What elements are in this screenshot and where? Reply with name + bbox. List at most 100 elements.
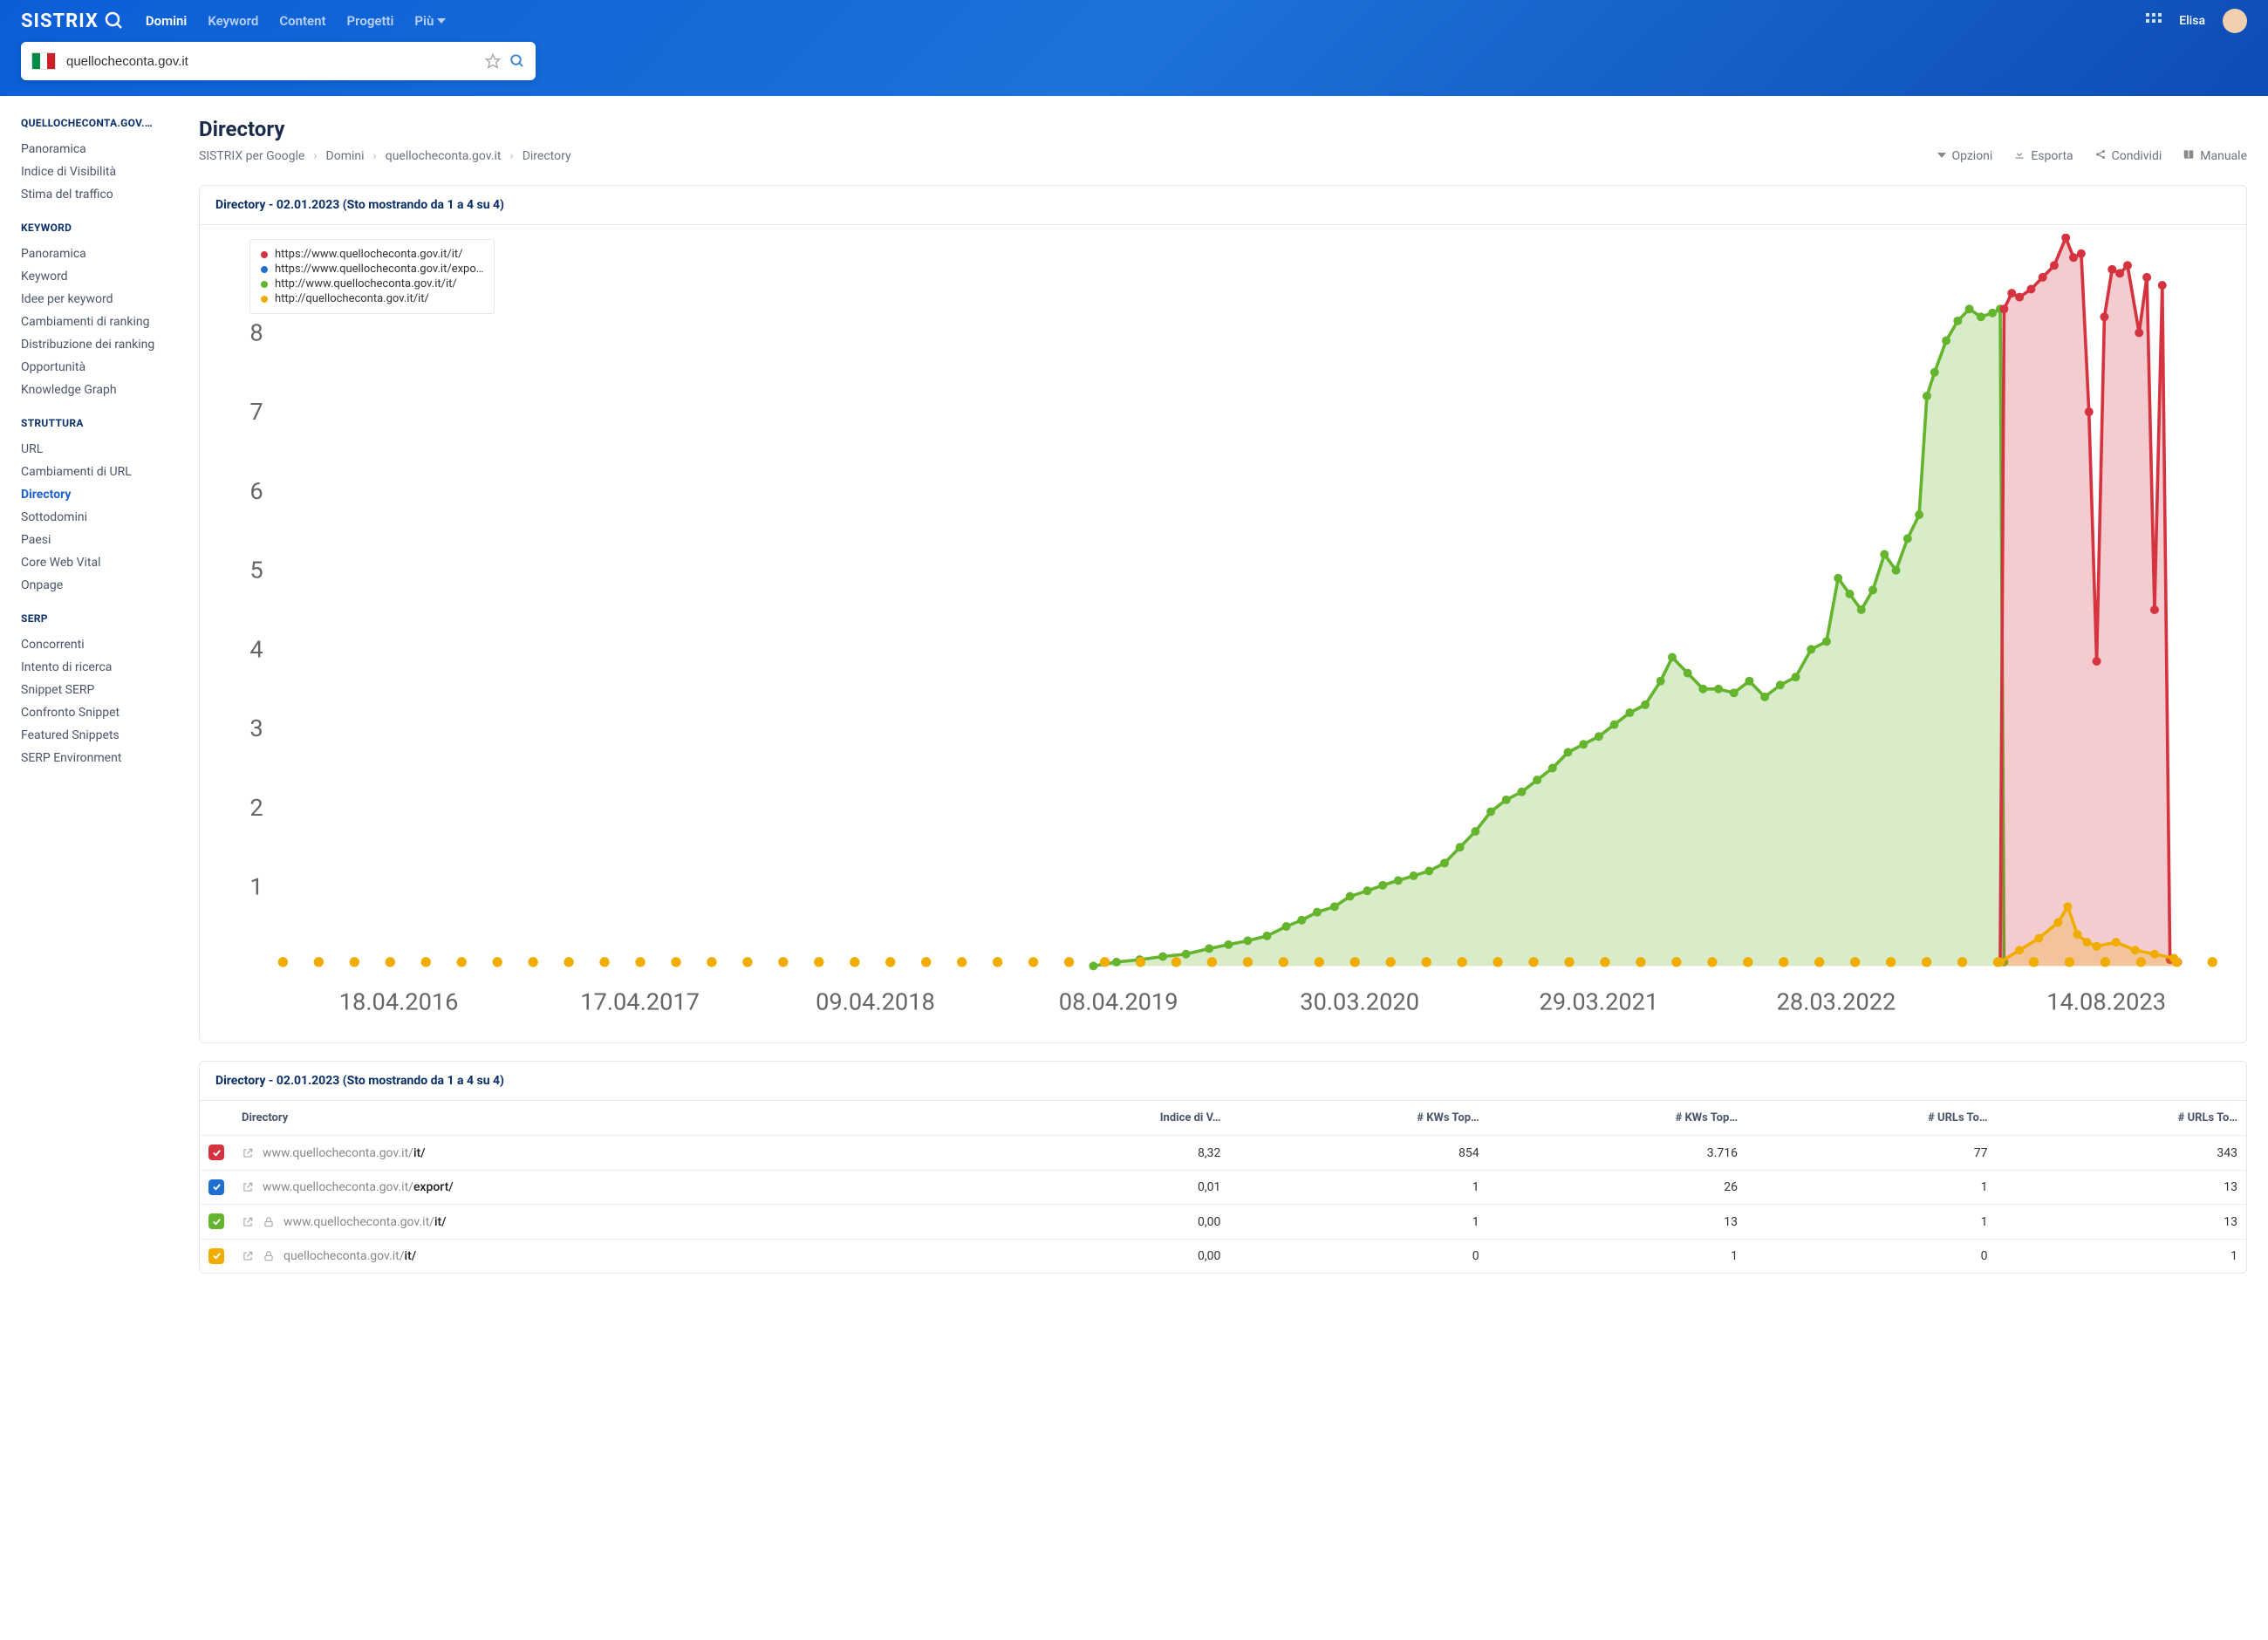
logo[interactable]: SISTRIX: [21, 10, 125, 32]
user-name[interactable]: Elisa: [2179, 14, 2205, 28]
breadcrumb-item[interactable]: Domini: [326, 149, 365, 163]
sidebar-section-title: SERP: [21, 612, 183, 625]
action-label: Condividi: [2112, 149, 2162, 163]
search-icon[interactable]: [509, 53, 525, 69]
table-row[interactable]: www.quellocheconta.gov.it/it/8,328543.71…: [200, 1136, 2246, 1171]
sidebar-item[interactable]: Panoramica: [21, 138, 183, 161]
svg-text:8: 8: [249, 319, 263, 347]
svg-text:28.03.2022: 28.03.2022: [1777, 987, 1896, 1015]
sidebar-item[interactable]: Sottodomini: [21, 506, 183, 529]
page-title: Directory: [199, 117, 2247, 141]
sidebar-item[interactable]: Opportunità: [21, 356, 183, 379]
svg-text:30.03.2020: 30.03.2020: [1300, 987, 1419, 1015]
check-icon[interactable]: [208, 1248, 224, 1264]
action-opzioni[interactable]: Opzioni: [1937, 148, 1992, 164]
legend-label: http://quellocheconta.gov.it/it/: [275, 292, 429, 305]
sidebar-item[interactable]: Featured Snippets: [21, 724, 183, 747]
chevron-down-icon: [437, 13, 446, 29]
external-link-icon[interactable]: [242, 1147, 254, 1159]
nav-item-domini[interactable]: Domini: [146, 13, 187, 29]
legend-item[interactable]: http://www.quellocheconta.gov.it/it/: [261, 277, 483, 291]
action-manuale[interactable]: Manuale: [2183, 148, 2247, 164]
external-link-icon[interactable]: [242, 1250, 254, 1262]
header: SISTRIX DominiKeywordContentProgettiPiù …: [0, 0, 2268, 96]
sidebar-item[interactable]: Confronto Snippet: [21, 701, 183, 724]
table-row[interactable]: quellocheconta.gov.it/it/0,000101: [200, 1239, 2246, 1273]
nav-item-content[interactable]: Content: [279, 13, 325, 29]
legend-dot: [261, 296, 268, 303]
action-label: Manuale: [2200, 149, 2247, 163]
table-panel-title: Directory - 02.01.2023 (Sto mostrando da…: [200, 1062, 2246, 1101]
table-row[interactable]: www.quellocheconta.gov.it/export/0,01126…: [200, 1170, 2246, 1205]
check-icon[interactable]: [208, 1179, 224, 1195]
action-label: Opzioni: [1951, 149, 1992, 163]
sidebar-item[interactable]: Concorrenti: [21, 633, 183, 656]
directory-chart: 12345678918.04.201617.04.201709.04.20180…: [214, 234, 2232, 1025]
table-panel: Directory - 02.01.2023 (Sto mostrando da…: [199, 1061, 2247, 1274]
sidebar-item[interactable]: SERP Environment: [21, 747, 183, 769]
download-icon: [2013, 148, 2025, 164]
breadcrumb-item[interactable]: quellocheconta.gov.it: [386, 149, 502, 163]
svg-text:09.04.2018: 09.04.2018: [816, 987, 935, 1015]
nav-item-keyword[interactable]: Keyword: [208, 13, 258, 29]
sidebar-item[interactable]: Intento di ricerca: [21, 656, 183, 679]
sidebar-item[interactable]: Knowledge Graph: [21, 379, 183, 401]
sidebar-item[interactable]: Paesi: [21, 529, 183, 551]
legend-item[interactable]: http://quellocheconta.gov.it/it/: [261, 291, 483, 306]
sidebar-item[interactable]: Indice di Visibilità: [21, 161, 183, 183]
breadcrumb-item[interactable]: Directory: [523, 149, 571, 163]
sidebar-item[interactable]: Keyword: [21, 265, 183, 288]
lock-icon: [263, 1216, 275, 1228]
sidebar-item[interactable]: Idee per keyword: [21, 288, 183, 311]
check-icon[interactable]: [208, 1145, 224, 1160]
svg-text:6: 6: [249, 477, 263, 505]
sidebar-item[interactable]: URL: [21, 438, 183, 461]
sidebar-item[interactable]: Cambiamenti di ranking: [21, 311, 183, 333]
sidebar-item[interactable]: Distribuzione dei ranking: [21, 333, 183, 356]
svg-text:2: 2: [249, 794, 263, 822]
main-content: Directory SISTRIX per Google›Domini›quel…: [183, 96, 2268, 1312]
sidebar: QUELLOCHECONTA.GOV.…PanoramicaIndice di …: [0, 96, 183, 1312]
action-esporta[interactable]: Esporta: [2013, 148, 2073, 164]
avatar[interactable]: [2223, 9, 2247, 33]
svg-text:29.03.2021: 29.03.2021: [1540, 987, 1659, 1015]
svg-text:08.04.2019: 08.04.2019: [1059, 987, 1178, 1015]
breadcrumb: SISTRIX per Google›Domini›quellocheconta…: [199, 149, 571, 163]
search-input[interactable]: [66, 54, 475, 69]
legend-item[interactable]: https://www.quellocheconta.gov.it/expo…: [261, 262, 483, 277]
check-icon[interactable]: [208, 1213, 224, 1229]
legend-dot: [261, 251, 268, 258]
svg-text:7: 7: [249, 398, 263, 426]
sidebar-item[interactable]: Snippet SERP: [21, 679, 183, 701]
chart-panel: Directory - 02.01.2023 (Sto mostrando da…: [199, 185, 2247, 1043]
nav-item-progetti[interactable]: Progetti: [347, 13, 394, 29]
external-link-icon[interactable]: [242, 1216, 254, 1228]
sidebar-item[interactable]: Core Web Vital: [21, 551, 183, 574]
action-condividi[interactable]: Condividi: [2094, 148, 2162, 164]
directory-table: DirectoryIndice di V…# KWs Top…# KWs Top…: [200, 1101, 2246, 1273]
country-flag[interactable]: [31, 52, 56, 70]
nav-item-più[interactable]: Più: [414, 13, 446, 29]
legend-dot: [261, 266, 268, 273]
sidebar-item[interactable]: Directory: [21, 483, 183, 506]
breadcrumb-item[interactable]: SISTRIX per Google: [199, 149, 304, 163]
chart-panel-title: Directory - 02.01.2023 (Sto mostrando da…: [200, 186, 2246, 225]
legend-dot: [261, 281, 268, 288]
sidebar-section-title: KEYWORD: [21, 222, 183, 234]
sidebar-item[interactable]: Onpage: [21, 574, 183, 597]
apps-icon[interactable]: [2146, 13, 2162, 29]
chevron-right-icon: ›: [313, 149, 317, 163]
table-row[interactable]: www.quellocheconta.gov.it/it/0,00113113: [200, 1205, 2246, 1240]
action-label: Esporta: [2031, 149, 2073, 163]
legend-item[interactable]: https://www.quellocheconta.gov.it/it/: [261, 247, 483, 262]
top-nav: Domini Keyword Content Progetti Più: [146, 13, 2125, 29]
external-link-icon[interactable]: [242, 1181, 254, 1193]
sidebar-item[interactable]: Stima del traffico: [21, 183, 183, 206]
sidebar-item[interactable]: Panoramica: [21, 243, 183, 265]
svg-text:5: 5: [249, 557, 263, 584]
sidebar-item[interactable]: Cambiamenti di URL: [21, 461, 183, 483]
search-icon: [104, 10, 125, 31]
book-icon: [2183, 148, 2195, 164]
star-icon[interactable]: [485, 53, 501, 69]
svg-text:18.04.2016: 18.04.2016: [339, 987, 459, 1015]
